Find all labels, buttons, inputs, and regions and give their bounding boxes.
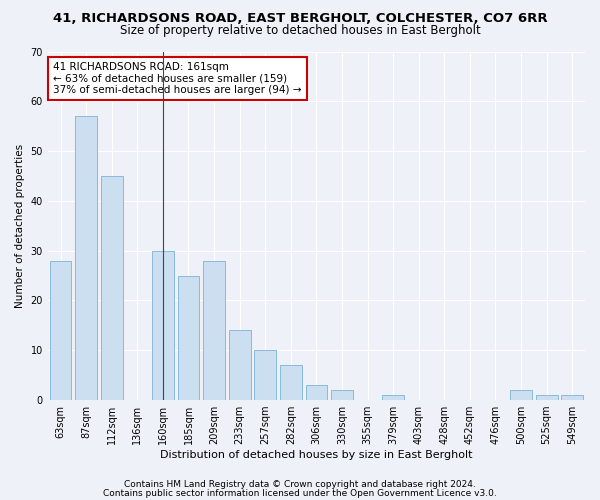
Text: Size of property relative to detached houses in East Bergholt: Size of property relative to detached ho… bbox=[119, 24, 481, 37]
Bar bbox=[382, 395, 404, 400]
Bar bbox=[562, 395, 583, 400]
Y-axis label: Number of detached properties: Number of detached properties bbox=[15, 144, 25, 308]
X-axis label: Distribution of detached houses by size in East Bergholt: Distribution of detached houses by size … bbox=[160, 450, 473, 460]
Bar bbox=[75, 116, 97, 400]
Bar bbox=[152, 250, 174, 400]
Text: 41 RICHARDSONS ROAD: 161sqm
← 63% of detached houses are smaller (159)
37% of se: 41 RICHARDSONS ROAD: 161sqm ← 63% of det… bbox=[53, 62, 302, 95]
Bar bbox=[536, 395, 557, 400]
Bar bbox=[254, 350, 276, 400]
Bar bbox=[331, 390, 353, 400]
Bar bbox=[178, 276, 199, 400]
Bar bbox=[280, 365, 302, 400]
Bar bbox=[510, 390, 532, 400]
Bar bbox=[50, 260, 71, 400]
Text: 41, RICHARDSONS ROAD, EAST BERGHOLT, COLCHESTER, CO7 6RR: 41, RICHARDSONS ROAD, EAST BERGHOLT, COL… bbox=[53, 12, 547, 26]
Bar bbox=[101, 176, 122, 400]
Text: Contains public sector information licensed under the Open Government Licence v3: Contains public sector information licen… bbox=[103, 488, 497, 498]
Bar bbox=[229, 330, 251, 400]
Bar bbox=[203, 260, 225, 400]
Text: Contains HM Land Registry data © Crown copyright and database right 2024.: Contains HM Land Registry data © Crown c… bbox=[124, 480, 476, 489]
Bar bbox=[305, 385, 327, 400]
